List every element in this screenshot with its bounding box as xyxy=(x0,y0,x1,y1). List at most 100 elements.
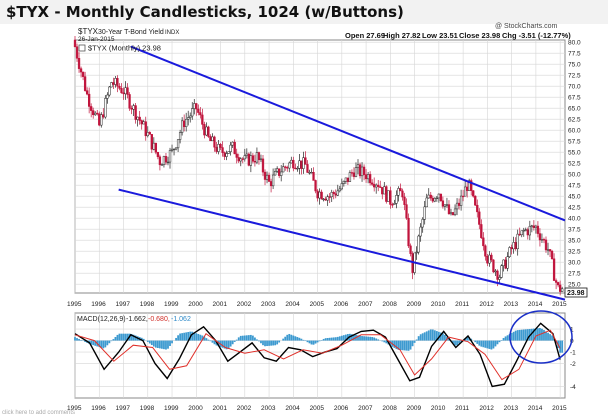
macd-histogram-bar xyxy=(134,335,137,341)
candle-body xyxy=(156,152,160,158)
macd-histogram-bar xyxy=(397,340,400,350)
price-x-tick-label: 2005 xyxy=(310,301,325,308)
candle-body xyxy=(366,174,370,180)
candle-body xyxy=(75,46,79,59)
candle-body xyxy=(395,195,398,204)
macd-histogram-bar xyxy=(490,340,493,350)
macd-histogram-bar xyxy=(484,340,487,348)
macd-histogram-bar xyxy=(177,335,179,341)
macd-x-tick-label: 2015 xyxy=(552,405,567,412)
macd-histogram-bar xyxy=(120,333,123,341)
macd-histogram-bar xyxy=(502,337,505,341)
price-x-tick-label: 1997 xyxy=(116,301,131,308)
candle-body xyxy=(508,247,511,257)
macd-histogram-bar xyxy=(324,338,327,341)
annotation-ellipse xyxy=(509,310,573,364)
candle-body xyxy=(114,78,117,85)
candle-body xyxy=(417,235,420,253)
macd-histogram-bar xyxy=(294,336,297,341)
quote-high: High 27.82 xyxy=(383,31,421,40)
macd-histogram-bar xyxy=(274,340,277,346)
macd-histogram-bar xyxy=(306,340,309,343)
macd-histogram-bar xyxy=(381,340,384,342)
signal-line xyxy=(74,329,561,381)
price-y-tick-label: 35.0 xyxy=(568,238,581,245)
candle-body xyxy=(397,188,400,196)
macd-x-tick-label: 2011 xyxy=(455,405,469,412)
candle-body xyxy=(302,157,305,169)
candle-body xyxy=(199,112,202,116)
candle-body xyxy=(362,166,366,175)
candle-body xyxy=(146,132,149,137)
candle-body xyxy=(249,155,253,166)
candle-body xyxy=(330,192,333,198)
candle-body xyxy=(253,160,257,163)
price-x-axis: 1995 1996 1997 1998 1999 2000 2001 2002 2003 2004… xyxy=(67,301,567,308)
stockcharts-credit: @ StockCharts.com xyxy=(495,23,558,30)
macd-histogram-bar xyxy=(154,340,157,348)
candle-body xyxy=(504,259,507,269)
macd-histogram-bar xyxy=(225,340,228,350)
candle-body xyxy=(132,105,135,110)
candle-body xyxy=(401,190,404,198)
macd-histogram-bar xyxy=(328,337,331,341)
header-exchange: INDX xyxy=(165,30,179,36)
histogram-value: -1.062 xyxy=(171,316,191,323)
macd-x-tick-label: 2007 xyxy=(358,405,373,412)
macd-histogram-bar xyxy=(78,339,80,341)
candle-body xyxy=(421,219,424,228)
macd-histogram-bar xyxy=(207,339,210,341)
candle-body xyxy=(552,258,556,281)
price-y-tick-label: 47.5 xyxy=(568,183,581,190)
price-y-tick-label: 72.5 xyxy=(568,73,581,80)
candle-body xyxy=(96,112,99,115)
candle-body xyxy=(457,202,461,206)
macd-histogram-bar xyxy=(547,332,549,341)
legend-label: $TYX (Monthly) 23.98 xyxy=(88,44,161,53)
candle-body xyxy=(542,239,546,241)
macd-histogram-bar xyxy=(286,334,289,341)
macd-histogram-bar xyxy=(296,337,299,341)
macd-histogram-bar xyxy=(458,340,460,344)
last-value-box xyxy=(564,287,588,298)
candle-body xyxy=(371,182,374,185)
candle-body xyxy=(338,188,341,192)
candle-body xyxy=(512,242,515,250)
price-x-tick-label: 2015 xyxy=(552,301,567,308)
candle-body xyxy=(172,148,176,151)
macd-histogram-bar xyxy=(116,334,119,341)
macd-histogram-bar xyxy=(197,333,200,341)
candle-body xyxy=(229,144,232,152)
macd-histogram-bar xyxy=(229,340,232,347)
candle-body xyxy=(288,162,291,169)
candle-body xyxy=(550,250,554,260)
macd-x-tick-label: 1998 xyxy=(140,405,155,412)
macd-x-tick-label: 1995 xyxy=(67,405,82,412)
macd-histogram-bar xyxy=(247,335,250,341)
candle-body xyxy=(516,233,519,250)
candle-body xyxy=(538,233,542,241)
header-symbol: $TYX xyxy=(78,27,99,36)
candle-body xyxy=(284,166,287,168)
comment-hint[interactable]: click here to add comments xyxy=(2,410,75,416)
macd-histogram-bar xyxy=(322,338,325,341)
macd-histogram-bar xyxy=(334,337,337,341)
candle-body xyxy=(482,237,485,247)
candle-body xyxy=(265,174,269,180)
candle-body xyxy=(532,225,536,228)
macd-histogram-bar xyxy=(181,333,184,341)
candle-body xyxy=(237,157,240,162)
macd-histogram-bar xyxy=(401,340,404,351)
candle-body xyxy=(174,147,178,150)
candle-body xyxy=(215,146,218,152)
price-x-tick-label: 1996 xyxy=(91,301,106,308)
macd-histogram-bar xyxy=(476,340,479,344)
macd-histogram-bar xyxy=(161,340,163,349)
candle-body xyxy=(348,172,352,182)
candle-body xyxy=(154,142,158,153)
candle-body xyxy=(110,82,113,88)
macd-x-tick-label: 2009 xyxy=(407,405,422,412)
candlesticks xyxy=(73,36,564,296)
macd-histogram-bar xyxy=(338,336,341,341)
macd-x-tick-label: 1996 xyxy=(91,405,106,412)
